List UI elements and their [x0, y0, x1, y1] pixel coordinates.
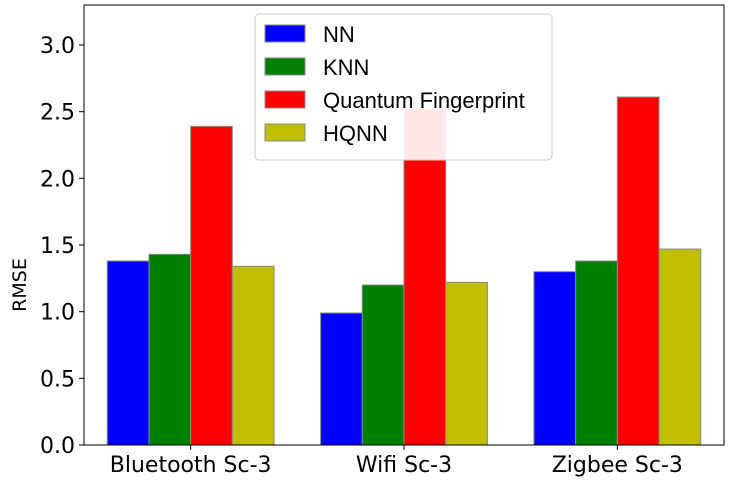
legend-swatch	[264, 123, 306, 142]
bar-knn-3	[575, 260, 618, 446]
y-tick-label: 1.5	[40, 234, 75, 259]
bar-hqnn-1	[231, 265, 275, 446]
y-tick-label: 2.5	[40, 101, 75, 126]
x-tick-label: Zigbee Sc-3	[552, 453, 683, 478]
legend-box	[254, 13, 553, 161]
legend: NN KNN Quantum Fingerprint HQNN	[254, 13, 553, 161]
legend-swatch	[264, 90, 306, 109]
y-tick-label: 1.0	[40, 301, 75, 326]
bar-nn-3	[533, 271, 577, 446]
y-axis-title: RMSE	[9, 258, 31, 312]
legend-entry-label: KNN	[323, 55, 369, 80]
bar-quantum-fingerprint-1	[190, 125, 233, 446]
bar-knn-1	[148, 253, 192, 446]
bar-nn-1	[106, 260, 150, 446]
legend-swatch	[264, 57, 306, 76]
y-tick-label: 2.0	[40, 167, 75, 192]
bar-hqnn-3	[658, 248, 702, 446]
y-tick-label: 3.0	[40, 34, 75, 59]
bar-nn-2	[320, 312, 363, 446]
x-tick-label: Wifi Sc-3	[356, 453, 452, 478]
legend-swatch	[264, 24, 306, 43]
axes-group: Bluetooth Sc-3 Wifi Sc-3 Zigbee Sc-3 0.0 0.5…	[40, 4, 725, 478]
bar-knn-2	[361, 284, 405, 446]
legend-entry-label: NN	[323, 22, 355, 47]
y-tick-label: 0.0	[40, 434, 75, 459]
bars-group	[106, 96, 702, 446]
x-tick-label: Bluetooth Sc-3	[110, 453, 272, 478]
legend-entry-label: Quantum Fingerprint	[323, 88, 525, 113]
bar-quantum-fingerprint-3	[616, 96, 660, 446]
y-tick-label: 0.5	[40, 367, 75, 392]
plot-frame	[83, 4, 725, 446]
legend-entry-label: HQNN	[323, 121, 388, 146]
bar-hqnn-2	[445, 281, 488, 446]
